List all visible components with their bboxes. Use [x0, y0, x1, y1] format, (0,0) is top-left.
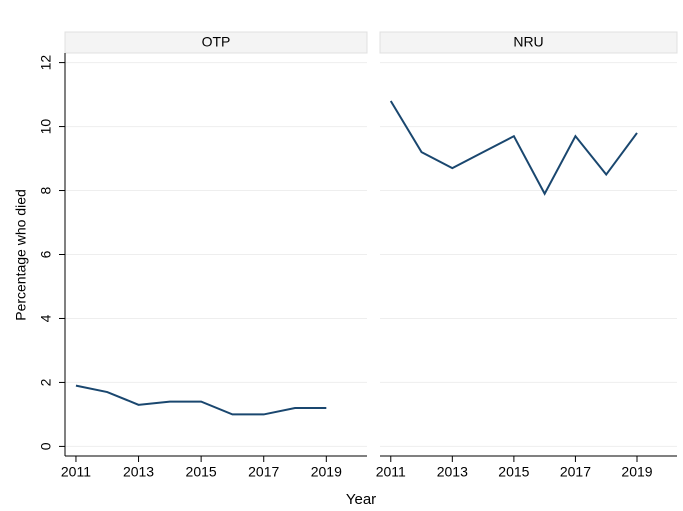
y-tick-label: 12 [38, 55, 54, 71]
x-tick-label: 2019 [621, 464, 652, 480]
y-tick-label: 8 [38, 186, 54, 194]
x-tick-label: 2011 [61, 464, 91, 480]
x-tick-label: 2017 [248, 464, 279, 480]
x-tick-label: 2017 [560, 464, 591, 480]
x-tick-label: 2015 [498, 464, 529, 480]
y-tick-label: 2 [38, 378, 54, 386]
panel-title: NRU [513, 34, 543, 50]
panel-header [64, 31, 368, 54]
y-tick-label: 0 [38, 442, 54, 450]
x-axis-label: Year [346, 491, 376, 508]
panel-header [379, 31, 678, 54]
y-tick-label: 10 [38, 119, 54, 135]
x-tick-label: 2019 [311, 464, 342, 480]
x-tick-label: 2013 [123, 464, 154, 480]
y-axis-label: Percentage who died [13, 189, 29, 321]
line [75, 384, 327, 416]
panel-title: OTP [202, 34, 231, 50]
line [389, 100, 638, 196]
y-tick-label: 6 [38, 250, 54, 258]
x-tick-label: 2013 [437, 464, 468, 480]
y-tick-label: 4 [38, 314, 54, 322]
x-tick-label: 2011 [376, 464, 406, 480]
x-tick-label: 2015 [186, 464, 217, 480]
